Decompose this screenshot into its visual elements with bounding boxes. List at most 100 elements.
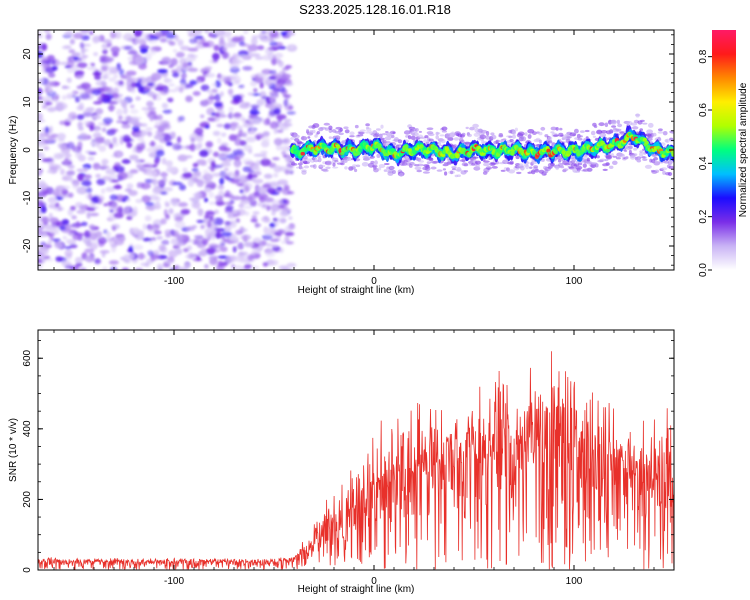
ridge-halo-cell xyxy=(374,160,378,165)
noise-cell xyxy=(58,206,62,211)
noise-cell xyxy=(105,186,115,192)
noise-cell xyxy=(111,225,117,232)
noise-cell xyxy=(178,87,184,93)
noise-cell xyxy=(229,123,237,131)
noise-cell xyxy=(184,262,190,269)
noise-cell xyxy=(118,68,125,76)
noise-cell xyxy=(66,117,74,123)
noise-cell xyxy=(183,248,189,253)
noise-cell xyxy=(208,201,217,205)
ridge-halo-cell xyxy=(635,113,641,117)
noise-cell xyxy=(153,31,162,37)
ridge-halo-cell xyxy=(299,166,304,170)
ridge-halo-cell xyxy=(453,144,457,148)
noise-cell xyxy=(257,73,266,78)
ridge-halo-cell xyxy=(463,170,469,173)
noise-cell xyxy=(108,77,116,82)
noise-cell xyxy=(138,63,147,70)
ridge-halo-cell xyxy=(340,162,345,166)
noise-cell xyxy=(92,114,102,120)
noise-cell xyxy=(86,211,91,219)
ridge-halo-cell xyxy=(447,137,454,141)
noise-cell xyxy=(87,156,95,161)
noise-cell xyxy=(236,125,243,130)
ridge-halo-cell xyxy=(291,163,298,166)
ridge-halo-cell xyxy=(490,134,497,140)
noise-cell xyxy=(102,266,108,270)
ridge-halo-cell xyxy=(667,172,673,176)
noise-cell xyxy=(204,228,211,235)
noise-cell xyxy=(147,250,154,257)
noise-cell xyxy=(149,114,154,122)
ridge-halo-cell xyxy=(516,171,522,175)
noise-cell xyxy=(212,244,223,249)
noise-cell xyxy=(46,91,57,98)
noise-cell xyxy=(217,260,223,267)
y-tick-label: 0 xyxy=(22,147,33,153)
ridge-halo-cell xyxy=(483,160,490,163)
ridge-halo-cell xyxy=(312,123,320,128)
noise-cell xyxy=(237,174,248,180)
noise-cell xyxy=(221,30,232,38)
noise-cell xyxy=(154,158,160,165)
noise-cell xyxy=(116,152,122,157)
noise-cell xyxy=(94,258,101,265)
ridge-halo-cell xyxy=(652,132,657,137)
ridge-halo-cell xyxy=(339,127,344,132)
noise-cell xyxy=(288,216,293,220)
noise-cell xyxy=(76,209,86,214)
noise-cell xyxy=(219,91,224,97)
noise-cell xyxy=(67,59,75,68)
noise-cell xyxy=(91,89,102,96)
noise-cell xyxy=(170,58,178,66)
ridge-halo-cell xyxy=(600,130,608,134)
spectrogram-noise-cells xyxy=(38,30,298,270)
ridge-halo-cell xyxy=(562,168,569,172)
noise-cell xyxy=(38,172,42,176)
noise-cell xyxy=(48,163,59,170)
noise-cell xyxy=(215,112,220,118)
noise-cell xyxy=(95,141,101,148)
ridge-halo-cell xyxy=(422,171,430,174)
noise-cell xyxy=(141,107,149,111)
noise-cell xyxy=(187,61,193,67)
noise-cell xyxy=(110,173,118,180)
noise-cell xyxy=(101,44,107,48)
noise-cell xyxy=(58,138,65,142)
noise-cell xyxy=(61,95,67,100)
ridge-halo-cell xyxy=(488,158,492,160)
noise-cell xyxy=(146,107,156,111)
noise-cell xyxy=(41,56,49,61)
ridge-halo-cell xyxy=(426,161,431,165)
noise-cell xyxy=(266,205,271,211)
ridge-halo-cell xyxy=(350,166,356,170)
noise-cell xyxy=(200,114,205,119)
noise-cell xyxy=(161,56,172,65)
noise-cell xyxy=(88,30,94,36)
noise-cell xyxy=(172,49,178,53)
ridge-halo-cell xyxy=(419,136,426,139)
noise-cell xyxy=(193,198,200,203)
ridge-halo-cell xyxy=(476,163,480,169)
noise-cell xyxy=(269,259,279,266)
noise-cell xyxy=(236,208,246,216)
ridge-halo-cell xyxy=(572,134,576,136)
ridge-halo-cell xyxy=(486,131,490,136)
y-tick-label: 10 xyxy=(22,96,33,108)
noise-cell xyxy=(154,121,161,125)
noise-cell xyxy=(79,132,87,139)
noise-cell xyxy=(46,106,57,113)
ridge-halo-cell xyxy=(628,145,633,149)
noise-cell xyxy=(121,159,131,164)
ridge-core-cell xyxy=(644,140,649,145)
noise-cell xyxy=(281,151,287,155)
noise-cell xyxy=(270,58,282,65)
noise-cell xyxy=(168,63,174,69)
noise-cell xyxy=(252,178,264,184)
ridge-halo-cell xyxy=(549,162,555,167)
noise-cell xyxy=(262,54,273,61)
ridge-halo-cell xyxy=(441,126,448,131)
noise-cell xyxy=(165,260,173,265)
ridge-core-cell xyxy=(671,153,674,157)
ridge-halo-cell xyxy=(480,129,488,134)
